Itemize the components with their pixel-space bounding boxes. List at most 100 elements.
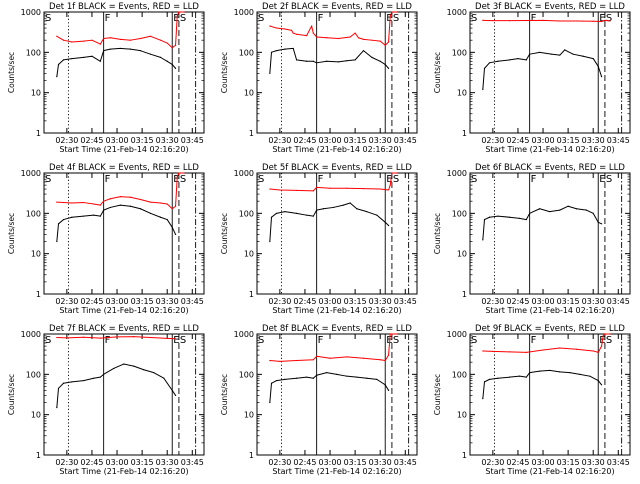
data-point: [391, 172, 393, 174]
data-point: [279, 360, 281, 362]
data-point: [99, 60, 101, 62]
data-point: [103, 37, 105, 40]
data-point: [284, 378, 286, 380]
data-point: [149, 336, 152, 339]
y-axis-label: Counts/sec: [220, 374, 229, 415]
data-point: [379, 188, 381, 190]
data-point: [292, 32, 294, 34]
data-point: [354, 32, 356, 34]
data-point: [171, 226, 173, 228]
y-tick-label: 1: [249, 129, 254, 138]
data-point: [270, 382, 273, 384]
x-tick-label: 02:45: [293, 458, 316, 467]
y-tick-label: 10: [457, 250, 467, 259]
y-tick-label: 1000: [234, 169, 254, 178]
data-point: [592, 350, 594, 352]
data-point: [56, 336, 58, 339]
x-axis-label: Start Time (21-Feb-14 02:16:20): [59, 145, 188, 154]
data-point: [269, 25, 271, 27]
data-point: [99, 215, 101, 217]
data-point: [572, 53, 574, 55]
x-tick-label: 03:30: [156, 297, 179, 306]
x-tick-label: 02:30: [268, 136, 291, 145]
data-point: [270, 216, 273, 218]
data-point: [389, 15, 391, 17]
data-point: [312, 377, 314, 379]
data-point: [387, 67, 390, 69]
event-marker-label: F: [318, 174, 324, 185]
data-point: [597, 351, 599, 353]
y-axis-label: Counts/sec: [220, 52, 229, 93]
data-point: [82, 336, 85, 338]
data-point: [354, 59, 356, 61]
data-point: [82, 40, 85, 42]
x-tick-label: 02:30: [55, 458, 78, 467]
data-point: [295, 377, 298, 379]
data-point: [82, 201, 85, 204]
x-axis-label: Start Time (21-Feb-14 02:16:20): [272, 145, 401, 154]
y-tick-label: 100: [452, 209, 467, 218]
y-tick-label: 10: [244, 411, 254, 420]
event-marker-label: S: [45, 13, 51, 24]
data-point: [284, 48, 286, 50]
y-tick-label: 1: [249, 290, 254, 299]
x-tick-label: 03:45: [181, 136, 204, 145]
data-point: [139, 50, 142, 52]
data-point: [529, 212, 531, 214]
y-tick-label: 10: [244, 250, 254, 259]
data-point: [171, 47, 173, 49]
detector-panel: Det 6f BLACK = Events, RED = LLD 1 10 100 10…: [433, 163, 631, 315]
data-point: [174, 394, 177, 397]
events-series-line: [269, 47, 389, 74]
data-point: [396, 333, 398, 335]
events-series-line: [269, 372, 389, 403]
lld-series-line: [56, 336, 176, 340]
data-point: [163, 377, 165, 379]
data-point: [91, 55, 93, 57]
data-point: [488, 216, 491, 218]
data-point: [57, 223, 60, 225]
data-point: [600, 76, 603, 78]
data-point: [575, 208, 578, 210]
data-point: [326, 60, 328, 62]
plot-frame: [469, 172, 631, 295]
event-marker-label: F: [105, 335, 111, 346]
data-point: [592, 20, 594, 22]
y-axis-label: Counts/sec: [220, 213, 229, 254]
data-point: [482, 398, 484, 400]
x-tick-label: 03:45: [394, 136, 417, 145]
x-tick-label: 02:30: [55, 297, 78, 306]
data-point: [525, 376, 527, 378]
data-point: [103, 50, 105, 52]
data-point: [269, 359, 271, 362]
data-point: [569, 372, 571, 374]
data-point: [387, 224, 390, 227]
data-point: [166, 60, 168, 62]
data-point: [166, 218, 168, 221]
events-series-line: [269, 202, 389, 242]
x-tick-label: 03:15: [344, 136, 367, 145]
x-tick-label: 03:15: [557, 458, 580, 467]
data-point: [539, 51, 541, 53]
events-series-line: [482, 369, 602, 399]
data-point: [362, 38, 365, 40]
data-point: [357, 37, 360, 39]
data-point: [492, 20, 494, 22]
y-tick-label: 1000: [21, 8, 41, 17]
data-point: [269, 188, 271, 190]
data-point: [525, 19, 527, 22]
y-tick-label: 10: [31, 89, 41, 98]
data-point: [295, 33, 298, 35]
data-point: [143, 369, 145, 371]
y-tick-label: 1: [36, 129, 41, 138]
data-point: [71, 202, 73, 204]
data-point: [559, 371, 561, 373]
events-series-line: [56, 204, 177, 242]
data-point: [387, 354, 390, 356]
event-marker-label: S: [471, 335, 477, 346]
event-marker-label: E: [173, 13, 179, 24]
event-marker-label: F: [531, 335, 537, 346]
events-series-line: [56, 363, 176, 408]
data-point: [391, 11, 393, 13]
